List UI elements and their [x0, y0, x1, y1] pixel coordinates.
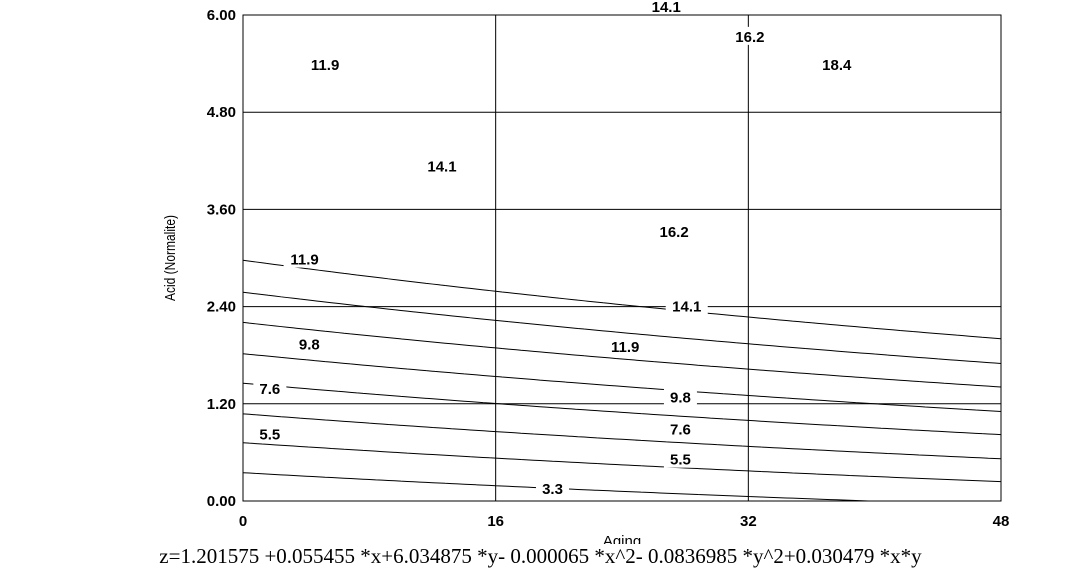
contour-label-1: 5.5	[259, 427, 280, 444]
contour-label-6: 9.8	[670, 389, 691, 406]
contour-label-bg-15	[815, 55, 858, 74]
y-tick-labels: 0.00 1.20 2.40 3.60 4.80 6.00	[207, 7, 236, 510]
contour-label-5: 9.8	[299, 337, 320, 354]
y-axis-label: Acid (Normalite)	[162, 215, 179, 301]
contour-label-4: 7.6	[670, 422, 691, 439]
contour-label-8: 11.9	[290, 252, 318, 269]
contour-labels: 3.3 5.5 5.5 7.6 7.6 9.8 9.8 11.9 11.9 11.9 14.1 14.…	[253, 0, 858, 498]
contour-label-bg-13	[728, 26, 771, 45]
y-tick-label-2: 2.40	[207, 299, 236, 316]
contour-label-bg-1	[253, 424, 287, 443]
y-tick-label-1: 1.20	[207, 396, 236, 413]
contour-label-bg-6	[663, 387, 697, 406]
contour-line-5	[242, 321, 1002, 388]
contour-label-14: 16.2	[660, 224, 689, 241]
contour-label-bg-11	[420, 156, 463, 175]
contour-label-bg-9	[604, 337, 647, 356]
contour-label-bg-2	[663, 449, 697, 468]
contour-line-2	[242, 413, 1002, 460]
contour-line-3	[242, 382, 1002, 436]
contour-line-6	[242, 291, 1002, 364]
contour-line-1	[242, 442, 1002, 483]
contour-label-12: 14.1	[672, 299, 701, 316]
contour-label-13: 16.2	[735, 29, 764, 46]
contour-label-7: 11.9	[311, 57, 339, 74]
x-axis-label: Aging	[603, 533, 641, 544]
y-tick-label-0: 0.00	[207, 493, 236, 510]
contour-line-4	[242, 353, 1002, 412]
contour-line-7	[242, 259, 1002, 340]
contour-label-bg-0	[536, 478, 570, 497]
x-tick-label-3: 48	[993, 513, 1010, 530]
contour-label-3: 7.6	[259, 381, 280, 398]
contour-label-bg-4	[663, 419, 697, 438]
y-tick-label-3: 3.60	[207, 201, 236, 218]
y-tick-label-4: 4.80	[207, 104, 236, 121]
contour-label-bg-10	[645, 0, 688, 15]
regression-equation: z=1.201575 +0.055455 *x+6.034875 *y- 0.0…	[159, 544, 922, 568]
x-tick-label-0: 0	[239, 513, 247, 530]
contour-label-0: 3.3	[542, 481, 563, 498]
contour-label-10: 14.1	[652, 0, 681, 16]
y-tick-label-5: 6.00	[207, 7, 236, 24]
contour-label-9: 11.9	[611, 339, 639, 356]
contour-label-11: 14.1	[427, 158, 456, 175]
contour-label-bg-5	[292, 334, 326, 353]
contour-label-bg-8	[283, 249, 326, 268]
x-tick-label-2: 32	[740, 513, 757, 530]
contour-label-bg-12	[665, 296, 708, 315]
contour-label-2: 5.5	[670, 452, 691, 469]
contour-label-bg-7	[304, 55, 347, 74]
contour-label-bg-14	[653, 222, 696, 241]
contour-chart: 3.3 5.5 5.5 7.6 7.6 9.8 9.8 11.9 11.9 11.9 14.1 14.…	[162, 0, 1010, 544]
x-tick-labels: 0 16 32 48	[239, 513, 1010, 530]
x-tick-label-1: 16	[487, 513, 504, 530]
plot-frame	[242, 14, 1002, 502]
contour-label-15: 18.4	[822, 57, 852, 74]
contour-label-bg-3	[253, 379, 287, 398]
contour-lines	[242, 259, 1002, 502]
